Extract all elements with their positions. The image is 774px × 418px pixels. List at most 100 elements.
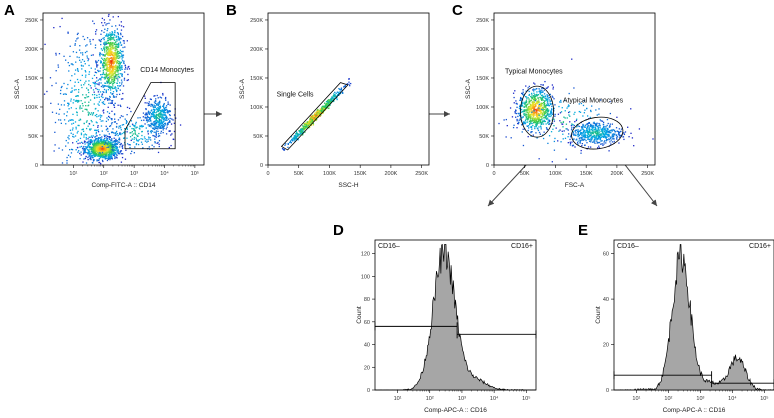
data-point-a-1257 xyxy=(108,13,110,16)
data-point-c-671 xyxy=(523,110,525,112)
data-point-a-1835 xyxy=(66,87,68,90)
data-point-b-407 xyxy=(295,138,297,140)
data-point-c-531 xyxy=(542,108,545,110)
data-point-c-345 xyxy=(533,99,536,101)
data-point-a-1114 xyxy=(105,89,107,91)
data-point-c-965 xyxy=(606,127,609,130)
data-point-a-2477 xyxy=(124,128,126,130)
data-point-a-1716 xyxy=(77,151,79,153)
data-point-a-2038 xyxy=(77,37,79,39)
data-point-a-1170 xyxy=(102,71,105,73)
data-point-c-1025 xyxy=(591,136,593,138)
data-point-c-1087 xyxy=(606,130,609,132)
data-point-a-1269 xyxy=(114,39,116,41)
data-point-a-2647 xyxy=(113,118,116,120)
data-point-a-1589 xyxy=(110,41,112,44)
data-point-a-2265 xyxy=(156,111,158,113)
data-point-c-92 xyxy=(537,112,540,115)
data-point-a-1119 xyxy=(112,80,114,82)
data-point-a-1753 xyxy=(80,52,82,54)
data-point-a-845 xyxy=(103,148,106,150)
data-point-a-1240 xyxy=(110,61,112,64)
data-point-a-2294 xyxy=(167,118,170,120)
data-point-a-1966 xyxy=(63,55,65,57)
data-point-a-2171 xyxy=(159,107,161,109)
data-point-c-1254 xyxy=(615,127,618,129)
data-point-a-755 xyxy=(102,147,104,150)
data-point-a-1548 xyxy=(114,77,116,79)
x-tick-label-c-0: 0 xyxy=(492,171,495,177)
data-point-a-2333 xyxy=(161,122,163,124)
data-point-a-1521 xyxy=(106,77,109,80)
data-point-a-505 xyxy=(89,155,91,157)
data-point-b-314 xyxy=(289,141,291,143)
data-point-c-197 xyxy=(511,116,514,118)
data-point-a-2646 xyxy=(146,112,148,114)
data-point-c-1016 xyxy=(595,138,598,140)
data-point-c-693 xyxy=(517,123,520,125)
data-point-c-854 xyxy=(618,136,621,138)
data-point-a-1643 xyxy=(110,50,113,53)
data-point-a-1668 xyxy=(92,20,94,22)
data-point-a-2613 xyxy=(126,128,128,131)
data-point-c-506 xyxy=(546,108,549,110)
data-point-a-2011 xyxy=(112,131,114,134)
data-point-c-280 xyxy=(520,104,523,106)
data-point-a-2373 xyxy=(158,125,160,127)
data-point-c-529 xyxy=(536,100,539,102)
data-point-c-1095 xyxy=(595,123,598,125)
data-point-a-1945 xyxy=(95,31,97,33)
data-point-b-585 xyxy=(327,101,329,104)
data-point-a-926 xyxy=(123,77,126,79)
data-point-b-624 xyxy=(326,107,328,109)
data-point-c-265 xyxy=(522,102,524,105)
data-point-a-200 xyxy=(101,136,103,138)
data-point-a-1551 xyxy=(106,80,108,82)
data-point-a-838 xyxy=(107,149,110,151)
data-point-c-1142 xyxy=(586,123,589,125)
data-point-a-1937 xyxy=(85,138,87,140)
data-point-a-1436 xyxy=(121,35,124,38)
data-point-a-1450 xyxy=(108,77,111,79)
data-point-a-623 xyxy=(93,147,95,149)
data-point-a-2329 xyxy=(155,123,157,125)
data-point-a-1261 xyxy=(113,33,115,36)
data-point-c-929 xyxy=(588,133,590,135)
data-point-a-2276 xyxy=(162,123,165,126)
data-point-a-1534 xyxy=(109,39,111,41)
data-point-a-2677 xyxy=(141,131,143,133)
data-point-a-2058 xyxy=(98,115,100,117)
data-point-a-2479 xyxy=(115,145,117,147)
data-point-c-483 xyxy=(527,129,529,132)
data-point-c-140 xyxy=(532,100,534,103)
data-point-a-1597 xyxy=(113,78,115,80)
data-point-a-19 xyxy=(90,149,93,151)
data-point-a-2176 xyxy=(160,116,162,118)
data-point-c-15 xyxy=(537,129,540,132)
data-point-c-1023 xyxy=(605,127,607,129)
data-point-a-2326 xyxy=(168,121,170,123)
data-point-a-1406 xyxy=(109,86,111,88)
data-point-a-1442 xyxy=(100,60,102,63)
data-point-c-510 xyxy=(521,97,523,100)
data-point-c-515 xyxy=(531,102,534,104)
data-point-c-1031 xyxy=(603,141,605,143)
data-point-c-832 xyxy=(623,133,626,136)
data-point-a-1322 xyxy=(121,73,124,75)
data-point-a-1325 xyxy=(109,44,111,47)
data-point-a-2586 xyxy=(131,138,133,140)
data-point-c-350 xyxy=(526,110,529,112)
data-point-c-851 xyxy=(569,141,571,143)
data-point-c-682 xyxy=(546,128,549,131)
data-point-a-1578 xyxy=(107,79,110,82)
data-point-a-2564 xyxy=(135,121,137,124)
data-point-a-1875 xyxy=(94,108,97,110)
data-point-b-620 xyxy=(304,124,307,126)
data-point-a-260 xyxy=(116,143,118,145)
data-point-c-288 xyxy=(532,114,535,117)
data-point-c-1140 xyxy=(588,122,590,124)
data-point-c-891 xyxy=(587,124,589,126)
data-point-a-831 xyxy=(103,142,105,145)
data-point-a-1804 xyxy=(75,99,78,102)
data-point-c-1132 xyxy=(586,123,588,125)
